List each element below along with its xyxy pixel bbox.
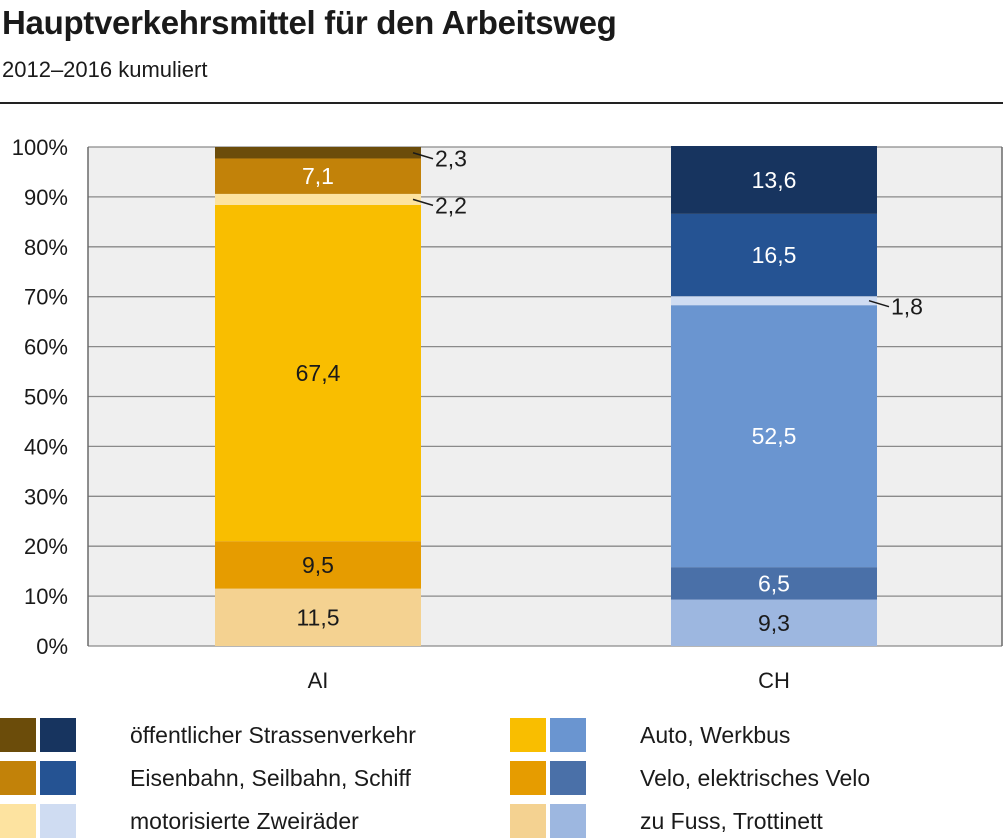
data-label: 6,5 <box>758 570 790 596</box>
data-label: 1,8 <box>891 294 923 320</box>
data-label: 11,5 <box>296 604 339 630</box>
bar-segment <box>215 541 421 589</box>
y-tick-label: 10% <box>24 584 68 609</box>
bar-segment <box>215 147 421 159</box>
legend-swatch-ai <box>510 804 546 838</box>
y-tick-label: 50% <box>24 385 68 410</box>
y-tick-label: 40% <box>24 434 68 459</box>
legend-swatch-ai <box>0 718 36 752</box>
legend-label: motorisierte Zweiräder <box>130 807 359 834</box>
y-tick-label: 30% <box>24 484 68 509</box>
data-label: 16,5 <box>752 242 797 268</box>
chart-subtitle: 2012–2016 kumuliert <box>2 57 208 82</box>
legend-swatch-ch <box>550 761 586 795</box>
legend-swatch-ch <box>550 718 586 752</box>
legend-item-velo: Velo, elektrisches Velo <box>510 761 870 795</box>
bar-segment <box>215 158 421 194</box>
data-label: 13,6 <box>752 167 797 193</box>
data-label: 2,2 <box>435 192 467 218</box>
chart-legend: öffentlicher Strassenverkehr Eisenbahn, … <box>0 710 1003 840</box>
bar-segment <box>671 599 877 646</box>
legend-item-auto: Auto, Werkbus <box>510 718 790 752</box>
bar-segment <box>671 567 877 600</box>
bar-segment <box>215 193 421 205</box>
bar-segment <box>671 296 877 306</box>
legend-swatch-ch <box>40 804 76 838</box>
bar-segment <box>215 204 421 542</box>
data-label-leader <box>868 299 890 308</box>
legend-label: öffentlicher Strassenverkehr <box>130 721 416 748</box>
legend-label: Velo, elektrisches Velo <box>640 764 871 791</box>
legend-label: zu Fuss, Trottinett <box>640 807 823 834</box>
legend-swatch-ai <box>0 804 36 838</box>
data-label: 2,3 <box>435 146 467 172</box>
data-label: 9,3 <box>758 610 790 636</box>
bar-segment <box>671 213 877 297</box>
y-tick-label: 20% <box>24 534 68 559</box>
legend-label: Auto, Werkbus <box>640 721 791 748</box>
legend-swatch-ch <box>40 761 76 795</box>
y-tick-label: 60% <box>24 335 68 360</box>
y-tick-label: 0% <box>36 634 68 659</box>
y-tick-label: 80% <box>24 235 68 260</box>
data-label-leader <box>412 198 434 207</box>
data-label-leader <box>412 152 434 160</box>
legend-item-fuss: zu Fuss, Trottinett <box>510 804 823 838</box>
legend-swatch-ai <box>0 761 36 795</box>
header-divider <box>0 102 1003 104</box>
data-label: 9,5 <box>302 552 334 578</box>
x-category-label: CH <box>758 668 790 693</box>
legend-item-eisenbahn: Eisenbahn, Seilbahn, Schiff <box>0 761 411 795</box>
data-label: 67,4 <box>296 360 341 386</box>
chart-title: Hauptverkehrsmittel für den Arbeitsweg <box>2 4 617 41</box>
y-tick-label: 100% <box>12 135 68 160</box>
data-label: 52,5 <box>752 423 797 449</box>
bar-segment <box>671 305 877 568</box>
legend-item-strassenverkehr: öffentlicher Strassenverkehr <box>0 718 416 752</box>
y-tick-label: 70% <box>24 285 68 310</box>
x-category-label: AI <box>308 668 329 693</box>
stacked-bar-chart: 0% 10% 20% 30% 40% 50% 60% 70% 80% 90% 100% 11,5 9,5… <box>12 135 1003 693</box>
legend-swatch-ai <box>510 761 546 795</box>
legend-item-zweiraeder: motorisierte Zweiräder <box>0 804 359 838</box>
bar-segment <box>671 146 877 214</box>
legend-swatch-ai <box>510 718 546 752</box>
y-tick-label: 90% <box>24 185 68 210</box>
bar-segment <box>215 588 421 646</box>
legend-swatch-ch <box>550 804 586 838</box>
legend-swatch-ch <box>40 718 76 752</box>
data-label: 7,1 <box>302 163 334 189</box>
legend-label: Eisenbahn, Seilbahn, Schiff <box>130 764 411 791</box>
